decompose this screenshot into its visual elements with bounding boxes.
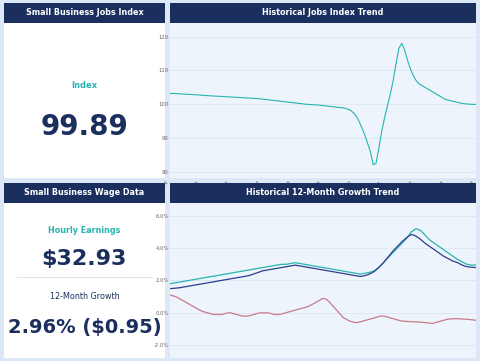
- Text: Small Business Wage Data: Small Business Wage Data: [24, 188, 144, 197]
- Text: 12-Month Growth: 12-Month Growth: [49, 292, 119, 300]
- Text: Historical Jobs Index Trend: Historical Jobs Index Trend: [263, 8, 384, 17]
- Text: Small Business Jobs Index: Small Business Jobs Index: [25, 8, 143, 17]
- Text: Index: Index: [72, 81, 97, 90]
- Text: 2.96% ($0.95): 2.96% ($0.95): [8, 318, 161, 336]
- Text: Historical 12-Month Growth Trend: Historical 12-Month Growth Trend: [247, 188, 400, 197]
- Text: $32.93: $32.93: [42, 249, 127, 269]
- Text: 99.89: 99.89: [40, 113, 128, 141]
- Text: Hourly Earnings: Hourly Earnings: [48, 226, 120, 235]
